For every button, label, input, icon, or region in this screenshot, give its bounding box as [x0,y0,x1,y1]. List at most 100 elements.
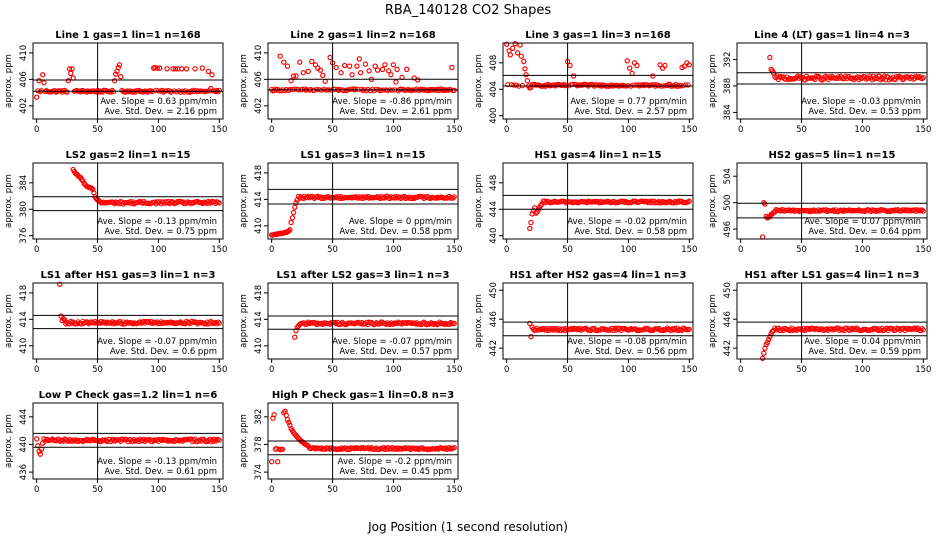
data-point [288,78,294,84]
data-point [333,64,339,71]
data-point [507,52,513,58]
data-point [451,194,457,200]
data-point [388,72,394,78]
data-point [539,327,545,333]
y-tick-label: 404 [489,81,499,97]
y-axis-label: approx. ppm [474,294,484,348]
x-tick-label: 100 [385,485,401,495]
data-point [686,62,692,68]
data-point [366,68,372,74]
data-point [358,70,364,76]
data-point [390,62,396,68]
data-points [760,325,926,361]
x-tick-label: 50 [562,125,573,135]
data-point [157,65,163,71]
data-point [449,64,455,71]
x-tick-label: 100 [620,125,636,135]
data-point [284,63,291,69]
x-tick-label: 150 [446,485,462,495]
panel-title: Line 2 gas=1 lin=2 n=168 [290,30,436,41]
y-tick-label: 388 [723,78,733,94]
y-axis-label: approx. ppm [474,174,484,228]
data-point [84,89,90,95]
y-tick-label: 500 [723,195,733,211]
y-axis-label: approx. ppm [474,54,484,108]
y-tick-label: 410 [254,338,264,354]
data-point [317,67,323,73]
data-point [40,72,46,78]
data-point [109,437,115,443]
y-tick-label: 384 [19,175,29,191]
data-point [68,70,74,77]
data-point [300,70,306,76]
data-point [662,62,668,69]
data-point [528,334,534,340]
x-tick-label: 0 [269,485,274,495]
data-point [622,199,628,206]
y-tick-label: 418 [19,285,29,301]
x-tick-label: 50 [327,245,338,255]
y-tick-label: 450 [489,282,499,298]
y-tick-label: 408 [489,55,499,71]
panel-title: HS1 gas=4 lin=1 n=15 [535,150,662,161]
x-tick-label: 100 [854,365,870,375]
data-point [216,87,222,93]
data-point [304,320,310,326]
data-point [769,328,775,335]
data-point [164,66,170,72]
y-tick-label: 446 [489,311,499,327]
panel-title: HS2 gas=5 lin=1 n=15 [769,150,896,161]
x-tick-label: 150 [211,245,227,255]
panel-title: LS1 gas=3 lin=1 n=15 [301,150,426,161]
data-point [214,87,220,94]
annotation-line: Ave. Slope = 0.63 ppm/min [100,97,217,107]
data-point [635,82,641,88]
x-tick-label: 50 [327,365,338,375]
data-point [60,316,67,322]
data-point [772,209,778,215]
panel-3: Line 3 gas=1 lin=3 n=168 approx. ppm 0 50 10… [474,30,697,135]
panels: Line 1 gas=1 lin=1 n=168 approx. ppm 0 50 10… [4,30,931,495]
data-points [269,193,457,238]
y-tick-label: 406 [19,71,29,87]
data-points [504,41,692,91]
data-point [538,202,544,208]
data-point [69,437,75,443]
plot-frame [502,162,694,240]
x-tick-label: 0 [34,485,39,495]
data-point [309,58,315,65]
y-axis-label: approx. ppm [239,414,249,468]
data-point [291,210,297,216]
data-point [527,225,533,231]
data-point [319,320,325,326]
y-tick-label: 436 [19,464,29,480]
data-point [292,204,298,210]
x-tick-label: 50 [796,365,807,375]
annotation-line: Ave. Slope = -0.2 ppm/min [338,457,452,467]
data-point [109,87,115,93]
data-point [170,199,176,205]
y-tick-label: 414 [19,311,29,327]
data-points [34,436,222,457]
data-point [655,199,661,205]
data-points [527,198,692,231]
data-point [527,320,533,327]
data-point [451,445,457,451]
data-point [284,417,291,423]
data-point [517,42,523,48]
x-tick-label: 0 [269,125,274,135]
x-tick-label: 0 [34,365,39,375]
plot-frame [502,42,694,120]
panel-8: HS2 gas=5 lin=1 n=15 approx. ppm 0 50 100 150… [708,150,931,255]
data-point [215,319,221,325]
figure-title: RBA_140128 CO2 Shapes [385,3,552,18]
data-points [527,320,692,340]
data-point [372,321,378,327]
data-point [573,325,579,332]
data-point [283,412,289,418]
data-point [154,199,160,205]
data-point [848,327,855,333]
data-points [269,53,457,94]
data-point [386,68,392,74]
